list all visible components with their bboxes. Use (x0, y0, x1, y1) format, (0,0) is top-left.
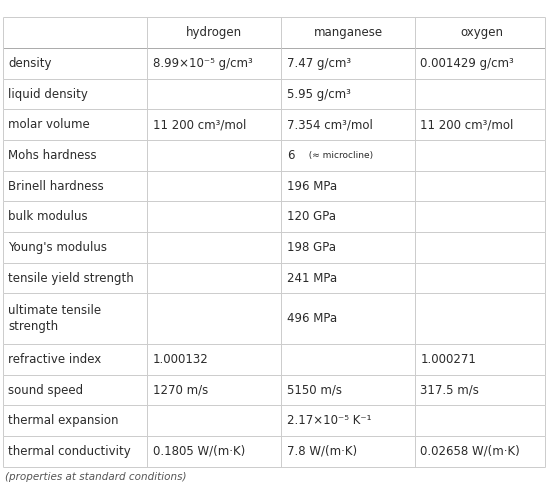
Text: 5.95 g/cm³: 5.95 g/cm³ (287, 87, 351, 100)
Text: 0.02658 W/(m·K): 0.02658 W/(m·K) (420, 445, 520, 458)
Text: 0.1805 W/(m·K): 0.1805 W/(m·K) (153, 445, 245, 458)
Text: 317.5 m/s: 317.5 m/s (420, 384, 479, 397)
Text: thermal expansion: thermal expansion (8, 414, 118, 427)
Text: 0.001429 g/cm³: 0.001429 g/cm³ (420, 57, 514, 70)
Text: oxygen: oxygen (460, 26, 503, 39)
Text: 120 GPa: 120 GPa (287, 210, 336, 223)
Text: 1270 m/s: 1270 m/s (153, 384, 208, 397)
Text: (properties at standard conditions): (properties at standard conditions) (5, 472, 187, 482)
Text: 198 GPa: 198 GPa (287, 241, 336, 254)
Text: Brinell hardness: Brinell hardness (8, 179, 104, 193)
Text: 2.17×10⁻⁵ K⁻¹: 2.17×10⁻⁵ K⁻¹ (287, 414, 371, 427)
Text: manganese: manganese (313, 26, 383, 39)
Text: 196 MPa: 196 MPa (287, 179, 337, 193)
Text: ultimate tensile
strength: ultimate tensile strength (8, 304, 102, 333)
Text: 1.000271: 1.000271 (420, 353, 476, 366)
Text: 11 200 cm³/mol: 11 200 cm³/mol (420, 118, 514, 131)
Text: 1.000132: 1.000132 (153, 353, 209, 366)
Text: molar volume: molar volume (8, 118, 90, 131)
Text: 7.47 g/cm³: 7.47 g/cm³ (287, 57, 351, 70)
Text: density: density (8, 57, 52, 70)
Text: thermal conductivity: thermal conductivity (8, 445, 131, 458)
Text: 496 MPa: 496 MPa (287, 312, 337, 325)
Text: 7.8 W/(m·K): 7.8 W/(m·K) (287, 445, 357, 458)
Text: (≈ microcline): (≈ microcline) (303, 151, 373, 160)
Text: 7.354 cm³/mol: 7.354 cm³/mol (287, 118, 372, 131)
Text: 241 MPa: 241 MPa (287, 272, 337, 285)
Text: 6: 6 (287, 149, 294, 162)
Text: refractive index: refractive index (8, 353, 102, 366)
Text: sound speed: sound speed (8, 384, 84, 397)
Text: liquid density: liquid density (8, 87, 88, 100)
Text: bulk modulus: bulk modulus (8, 210, 88, 223)
Text: tensile yield strength: tensile yield strength (8, 272, 134, 285)
Text: 8.99×10⁻⁵ g/cm³: 8.99×10⁻⁵ g/cm³ (153, 57, 253, 70)
Text: 11 200 cm³/mol: 11 200 cm³/mol (153, 118, 246, 131)
Text: 5150 m/s: 5150 m/s (287, 384, 342, 397)
Text: hydrogen: hydrogen (186, 26, 242, 39)
Text: Young's modulus: Young's modulus (8, 241, 107, 254)
Text: Mohs hardness: Mohs hardness (8, 149, 97, 162)
